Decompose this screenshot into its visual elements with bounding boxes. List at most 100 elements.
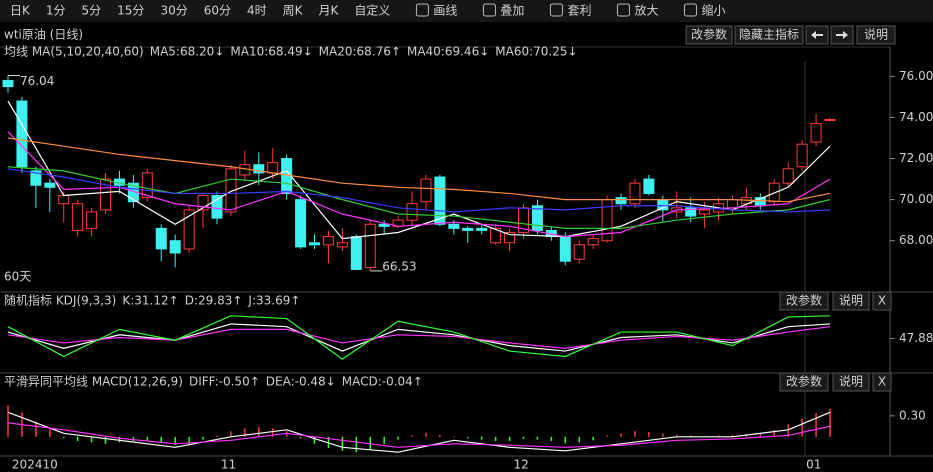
button[interactable] — [832, 291, 870, 311]
candle-body — [685, 207, 697, 217]
candle-body — [58, 195, 70, 205]
button[interactable] — [832, 372, 870, 392]
candle-body — [141, 172, 153, 199]
tool-button[interactable]: 缩小 — [701, 3, 725, 18]
legend-entry: MACD:-0.04↑ — [342, 375, 423, 389]
button-label[interactable]: 改参数 — [786, 374, 822, 389]
indicator-line — [7, 166, 831, 229]
candle-body — [44, 182, 56, 188]
x-tick-label: 11 — [221, 458, 236, 472]
tool-icon — [415, 3, 429, 17]
legend-entry: MA10:68.49↓ — [230, 45, 312, 59]
period-tab[interactable]: 1分 — [46, 4, 66, 18]
arrow-left-icon — [811, 31, 823, 39]
toolbar — [0, 0, 933, 22]
candle-body — [364, 223, 376, 268]
candle-body — [531, 205, 543, 231]
tool-button[interactable]: 叠加 — [500, 4, 524, 18]
legend-entry: J:33.69↑ — [247, 294, 300, 308]
legend-entry: DIFF:-0.50↑ — [189, 375, 260, 389]
candle-body — [601, 199, 613, 242]
candle-body — [824, 119, 836, 122]
period-tab[interactable]: 30分 — [160, 4, 187, 18]
button-label[interactable]: 说明 — [839, 374, 863, 389]
tool-button[interactable]: 放大 — [634, 3, 658, 18]
button[interactable] — [856, 25, 896, 45]
period-tab[interactable]: 月K — [319, 4, 340, 18]
y-tick-label: 74.00 — [899, 110, 933, 124]
candle-body — [183, 209, 195, 250]
button[interactable] — [734, 25, 804, 45]
y-tick-label: 47.88 — [899, 331, 933, 345]
period-tab[interactable]: 日K — [10, 4, 31, 18]
x-tick-label: 12 — [513, 458, 528, 472]
indicator-line — [7, 100, 831, 240]
legend-entry: MA20:68.76↑ — [319, 45, 401, 59]
button[interactable] — [872, 291, 892, 311]
candle-body — [420, 178, 432, 203]
x-tick-label: 01 — [806, 458, 821, 472]
candle-body — [72, 203, 84, 231]
button[interactable] — [685, 25, 733, 45]
period-tab[interactable]: 4时 — [247, 4, 267, 18]
tool-button[interactable]: 画线 — [433, 4, 457, 18]
button-label[interactable]: 改参数 — [691, 27, 727, 42]
annotation: 76.04 — [20, 74, 54, 88]
candle-body — [587, 238, 599, 246]
x-tick-label: 202410 — [12, 458, 58, 472]
candle-body — [782, 168, 794, 184]
candle-body — [490, 227, 502, 244]
candle-body — [434, 176, 446, 225]
button-label[interactable]: X — [878, 375, 886, 389]
button[interactable] — [779, 372, 829, 392]
candle-body — [211, 195, 223, 219]
button[interactable] — [779, 291, 829, 311]
candle-body — [197, 195, 209, 211]
tool-icon — [616, 3, 630, 17]
period-tab[interactable]: 5分 — [82, 4, 102, 18]
period-tab[interactable]: 周K — [283, 4, 304, 18]
button[interactable] — [872, 372, 892, 392]
candle-body — [336, 242, 348, 248]
button-label[interactable]: 说明 — [864, 27, 888, 42]
candle-body — [309, 242, 321, 246]
y-tick-label: 0.30 — [899, 408, 926, 422]
button-label[interactable]: X — [878, 294, 886, 308]
candle-body — [350, 236, 362, 270]
candle-body — [2, 79, 14, 88]
arrow-right-icon — [836, 31, 848, 39]
instrument-title: wti原油 (日线) — [4, 28, 83, 42]
tool-button[interactable]: 套利 — [567, 4, 591, 18]
candle-body — [796, 143, 808, 168]
button-label[interactable]: 改参数 — [786, 293, 822, 308]
tool-icon — [549, 3, 563, 17]
candle-body — [559, 236, 571, 262]
annotation: 66.53 — [382, 259, 416, 273]
candle-body — [169, 240, 181, 254]
button-label[interactable]: 隐藏主指标 — [739, 27, 799, 42]
candle-body — [267, 162, 279, 174]
candle-body — [504, 231, 516, 244]
indicator-line — [7, 315, 831, 360]
button-label[interactable]: 说明 — [839, 293, 863, 308]
candle-body — [295, 199, 307, 248]
candle-body — [476, 227, 488, 231]
period-tab[interactable]: 自定义 — [354, 3, 390, 18]
candle-body — [726, 199, 738, 209]
period-tab[interactable]: 15分 — [117, 4, 144, 18]
candle-body — [253, 164, 265, 174]
candle-body — [629, 182, 641, 205]
candle-body — [406, 203, 418, 221]
period-tab[interactable]: 60分 — [204, 4, 231, 18]
period-label: 60天 — [4, 270, 31, 284]
legend-entry: D:29.83↑ — [185, 294, 243, 308]
candle-body — [100, 178, 112, 211]
candle-body — [615, 197, 627, 205]
indicator-line — [7, 131, 831, 238]
indicator-line — [7, 326, 831, 349]
legend-entry: MA5:68.20↓ — [150, 45, 225, 59]
candle-body — [86, 211, 98, 229]
indicator-title: 平滑异同平均线 MACD(12,26,9) — [4, 375, 183, 389]
candle-body — [225, 168, 237, 213]
candle-body — [378, 223, 390, 227]
